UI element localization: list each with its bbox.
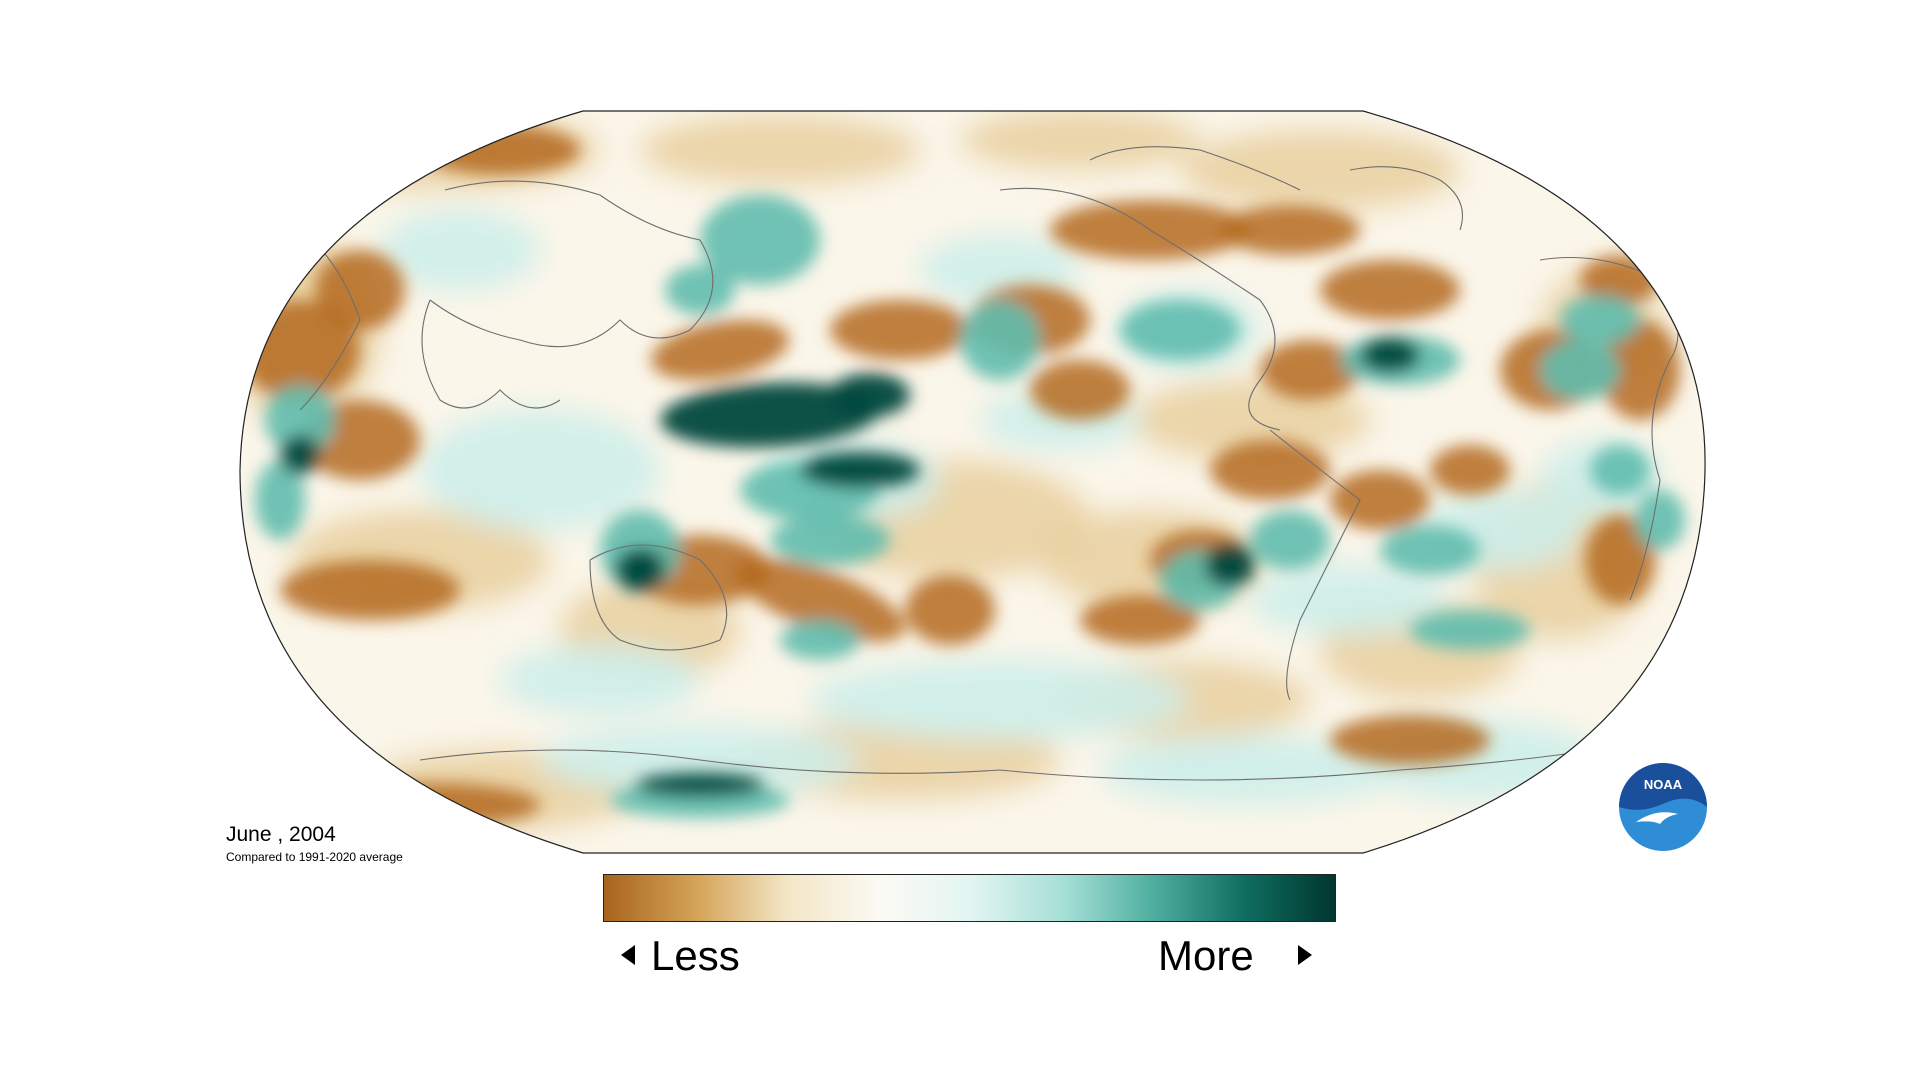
anomaly-patch — [1250, 510, 1330, 570]
anomaly-patch — [1590, 445, 1650, 495]
anomaly-patch — [1260, 340, 1360, 400]
anomaly-patch — [1330, 470, 1430, 530]
anomaly-patch — [1330, 715, 1490, 765]
anomaly-patch — [280, 435, 320, 475]
map-date-caption: June , 2004 — [226, 823, 336, 846]
anomaly-patch — [255, 460, 305, 540]
anomaly-patch — [1540, 340, 1620, 400]
anomaly-patch — [1080, 595, 1200, 645]
anomaly-patch — [1180, 130, 1460, 210]
more-label: More — [1158, 932, 1254, 979]
coastline-segment — [1349, 166, 1464, 231]
anomaly-patch — [320, 783, 540, 827]
anomaly-patch — [1635, 490, 1685, 550]
anomaly-patch — [810, 660, 1190, 740]
anomaly-patch — [1560, 295, 1640, 345]
coastline-segment — [1269, 429, 1361, 701]
anomaly-patch — [420, 125, 580, 175]
anomaly-patch — [420, 410, 660, 530]
anomaly-patch — [1205, 543, 1255, 587]
anomaly-patch — [960, 300, 1040, 380]
anomaly-patch — [640, 115, 920, 185]
anomaly-patch — [635, 773, 765, 797]
anomaly-patch — [830, 373, 910, 417]
anomaly-patch — [1120, 300, 1240, 360]
anomaly-patch — [830, 300, 970, 360]
anomaly-patch — [280, 560, 460, 620]
anomaly-patch — [734, 558, 906, 642]
coastline-segment — [1539, 256, 1679, 601]
anomaly-patch — [1360, 337, 1420, 373]
anomaly-patch — [905, 575, 995, 645]
anomaly-patch — [800, 452, 920, 488]
anomaly-patch — [960, 111, 1200, 170]
anomaly-patch — [265, 385, 335, 455]
coastline-segment — [999, 187, 1281, 431]
anomaly-patch — [615, 548, 665, 592]
anomaly-patch — [1585, 515, 1655, 605]
coastline-segment — [1089, 146, 1301, 191]
coastline-segment — [429, 180, 714, 348]
coastline-segment — [421, 299, 561, 409]
coastline-segment — [419, 739, 1651, 781]
anomaly-patch — [650, 319, 790, 381]
less-arrow-icon — [621, 945, 635, 965]
anomaly-field — [240, 111, 1706, 853]
anomaly-patch — [1380, 525, 1480, 575]
anomaly-patch — [780, 620, 860, 660]
anomaly-patch — [1100, 735, 1400, 805]
anomaly-patch — [315, 250, 405, 330]
anomaly-patch — [1220, 205, 1360, 255]
more-arrow-icon — [1298, 945, 1312, 965]
coastline-segment — [589, 544, 728, 651]
anomaly-patch — [700, 195, 820, 285]
anomaly-patch — [1320, 260, 1460, 320]
anomaly-patch — [1210, 440, 1330, 500]
noaa-logo-icon: NOAA — [1619, 763, 1707, 851]
noaa-logo-text: NOAA — [1644, 777, 1683, 792]
anomaly-patch — [770, 515, 890, 565]
map-frame — [239, 110, 1706, 854]
anomaly-patch — [500, 645, 700, 715]
anomaly-patch — [1430, 445, 1510, 495]
less-label: Less — [651, 932, 740, 979]
anomaly-patch — [380, 210, 540, 290]
anomaly-patch — [1600, 320, 1680, 420]
map-baseline-caption: Compared to 1991-2020 average — [226, 850, 403, 864]
anomaly-patch — [1250, 565, 1450, 635]
anomaly-patch — [665, 265, 735, 315]
anomaly-patch — [660, 382, 880, 448]
anomaly-patch — [1410, 610, 1530, 650]
color-scale-bar — [603, 874, 1336, 922]
anomaly-patch — [1030, 360, 1130, 420]
